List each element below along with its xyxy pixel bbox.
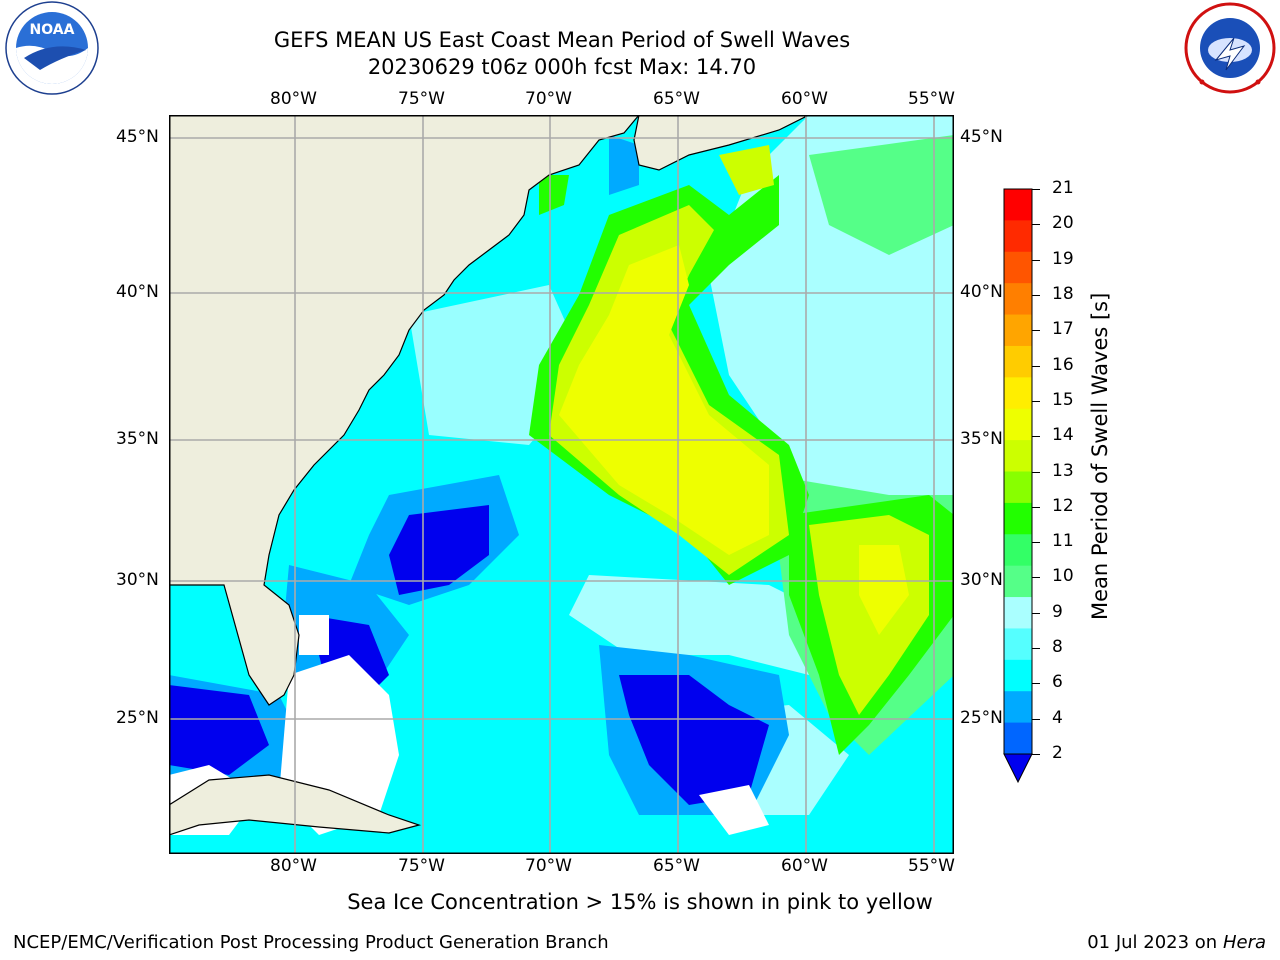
lat-tick-left: 40°N: [116, 282, 159, 302]
colorbar-tick-label: 15: [1052, 389, 1074, 410]
colorbar-segment: [1004, 220, 1032, 253]
colorbar-tick-label: 17: [1052, 319, 1074, 340]
colorbar-tick-mark: [1032, 648, 1040, 650]
colorbar-segment: [1004, 251, 1032, 284]
lat-tick-right: 30°N: [960, 570, 1003, 590]
lat-tick-left: 45°N: [116, 127, 159, 147]
lon-tick-bottom: 80°W: [270, 856, 317, 876]
colorbar-tick-label: 18: [1052, 283, 1074, 304]
colorbar-extend-arrow: [1003, 753, 1033, 784]
colorbar-segment: [1004, 408, 1032, 441]
colorbar-tick-label: 10: [1052, 566, 1074, 587]
lat-tick-right: 45°N: [960, 127, 1003, 147]
lat-tick-right: 25°N: [960, 708, 1003, 728]
lat-tick-left: 25°N: [116, 708, 159, 728]
colorbar-segment: [1004, 377, 1032, 410]
chart-title: GEFS MEAN US East Coast Mean Period of S…: [273, 28, 851, 52]
svg-text:NOAA: NOAA: [30, 22, 75, 38]
colorbar-tick-mark: [1032, 365, 1040, 367]
map-frame: [169, 115, 954, 854]
land-cuba: [169, 774, 422, 836]
colorbar-segment: [1004, 502, 1032, 535]
colorbar-tick-mark: [1032, 436, 1040, 438]
colorbar-tick-label: 2: [1052, 743, 1063, 763]
lat-tick-left: 30°N: [116, 570, 159, 590]
colorbar-segment: [1004, 565, 1032, 598]
colorbar-label: Mean Period of Swell Waves [s]: [1088, 292, 1112, 620]
lon-tick-bottom: 55°W: [908, 856, 955, 876]
lat-tick-right: 40°N: [960, 282, 1003, 302]
sea-ice-note: Sea Ice Concentration > 15% is shown in …: [347, 890, 933, 914]
lon-tick-bottom: 75°W: [398, 856, 445, 876]
colorbar-segment: [1004, 283, 1032, 316]
footer-branch: NCEP/EMC/Verification Post Processing Pr…: [13, 932, 609, 953]
colorbar-segment: [1004, 534, 1032, 567]
colorbar-tick-mark: [1032, 330, 1040, 332]
colorbar-tick-mark: [1032, 189, 1040, 190]
colorbar-segment: [1004, 314, 1032, 347]
colorbar-tick-label: 8: [1052, 637, 1063, 658]
noaa-logo: NOAA: [0, 0, 108, 100]
colorbar-segment: [1004, 691, 1032, 724]
footer-date: 01 Jul 2023 on Hera: [1087, 932, 1266, 953]
colorbar-tick-mark: [1032, 577, 1040, 579]
colorbar-segment: [1004, 628, 1032, 661]
colorbar-tick-label: 20: [1052, 213, 1074, 234]
colorbar-segment: [1004, 659, 1032, 692]
colorbar-tick-mark: [1032, 612, 1040, 614]
colorbar-tick-mark: [1032, 259, 1040, 261]
lon-tick-bottom: 60°W: [781, 856, 828, 876]
graticule: [169, 115, 954, 854]
colorbar-segment: [1004, 189, 1032, 221]
colorbar-tick-label: 6: [1052, 672, 1063, 693]
colorbar-tick-mark: [1032, 683, 1040, 685]
colorbar: [1000, 185, 1040, 785]
lon-tick-top: 65°W: [653, 89, 700, 109]
map-panel: [169, 115, 954, 854]
colorbar-tick-label: 12: [1052, 495, 1074, 516]
colorbar-segment: [1004, 345, 1032, 378]
colorbar-tick-mark: [1032, 754, 1040, 755]
lat-tick-left: 35°N: [116, 429, 159, 449]
colorbar-tick-label: 9: [1052, 601, 1063, 622]
colorbar-tick-mark: [1032, 718, 1040, 720]
lon-tick-top: 75°W: [398, 89, 445, 109]
land-us-east-coast: [169, 115, 640, 706]
colorbar-tick-label: 21: [1052, 178, 1074, 198]
colorbar-tick-label: 19: [1052, 248, 1074, 269]
colorbar-segment: [1004, 440, 1032, 472]
footer-date-text: 01 Jul 2023 on: [1087, 932, 1223, 953]
lon-tick-bottom: 70°W: [525, 856, 572, 876]
colorbar-tick-label: 16: [1052, 354, 1074, 375]
nws-logo: [1180, 0, 1280, 100]
lon-tick-top: 60°W: [781, 89, 828, 109]
colorbar-segment: [1004, 597, 1032, 629]
lon-tick-top: 80°W: [270, 89, 317, 109]
colorbar-segment: [1004, 471, 1032, 504]
colorbar-tick-label: 11: [1052, 531, 1074, 552]
swell-contour-14: [559, 245, 909, 635]
colorbar-tick-mark: [1032, 506, 1040, 508]
colorbar-tick-mark: [1032, 294, 1040, 296]
colorbar-tick-label: 4: [1052, 707, 1063, 728]
colorbar-tick-mark: [1032, 542, 1040, 544]
chart-subtitle: 20230629 t06z 000h fcst Max: 14.70: [367, 55, 757, 79]
lon-tick-top: 55°W: [908, 89, 955, 109]
lon-tick-bottom: 65°W: [653, 856, 700, 876]
colorbar-tick-label: 14: [1052, 425, 1074, 446]
colorbar-tick-mark: [1032, 471, 1040, 473]
colorbar-tick-mark: [1032, 224, 1040, 226]
lat-tick-right: 35°N: [960, 429, 1003, 449]
colorbar-tick-label: 13: [1052, 460, 1074, 481]
colorbar-segment: [1004, 722, 1032, 755]
colorbar-tick-mark: [1032, 400, 1040, 402]
footer-machine: Hera: [1222, 932, 1266, 953]
lon-tick-top: 70°W: [525, 89, 572, 109]
